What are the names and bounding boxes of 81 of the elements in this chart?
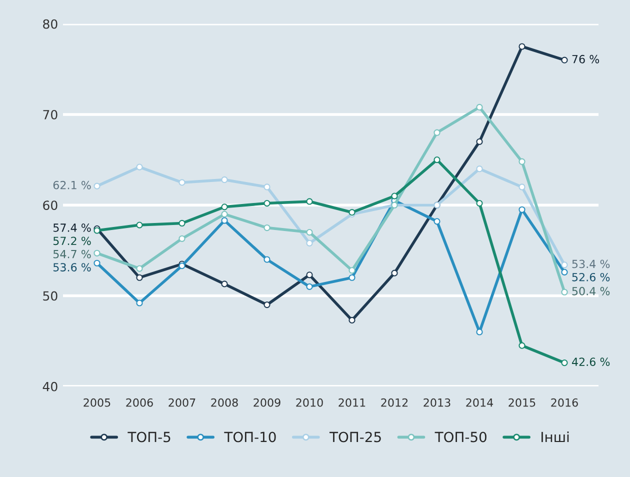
x-tick-label: 2014 [466,398,494,407]
point [476,166,483,172]
point [221,210,228,218]
point [348,274,356,281]
point [306,283,313,290]
point [178,220,186,227]
x-tick-label: 2008 [211,398,238,407]
point [94,250,100,256]
legend-label: Інші [542,431,569,442]
point [136,164,143,170]
data-label: 53.6 % [53,263,91,272]
point [264,302,270,308]
point [306,272,313,278]
x-tick-label: 2013 [424,398,450,407]
data-label: 52.6 % [572,272,610,282]
legend-label: ТОП-50 [434,432,486,442]
data-label: 54.7 % [53,250,91,258]
y-tick-label: 40 [42,382,58,392]
x-tick-label: 2009 [254,398,280,407]
data-label: 42.6 % [572,358,610,366]
point [221,280,228,288]
y-tick-label: 70 [43,110,58,120]
data-label: 76 % [572,54,600,64]
point [348,267,356,274]
point [348,316,356,324]
y-tick-label: 80 [43,19,58,29]
point [221,176,228,184]
legend-label: ТОП-10 [224,432,276,442]
point [221,217,228,224]
x-tick-label: 2006 [126,398,153,407]
point [518,342,526,349]
x-tick-label: 2012 [381,398,408,407]
point [561,288,568,296]
point [561,268,568,276]
data-label: 57.4 % [53,223,91,232]
x-tick-label: 2005 [84,398,110,407]
point [518,158,526,165]
y-tick-label: 60 [43,200,58,210]
y-tick-label: 50 [43,291,58,301]
point [264,224,270,232]
point [94,182,100,190]
point [561,360,568,366]
point [476,200,483,207]
point [434,218,440,225]
point [434,129,440,136]
point [221,204,228,210]
x-tick-label: 2010 [296,398,323,407]
legend-label: ТОП-25 [329,432,381,442]
data-label: 57.2 % [53,236,91,246]
legend-label: ТОП-5 [128,432,170,442]
data-label: 50.4 % [572,286,610,296]
x-tick-label: 2015 [508,398,536,407]
point [264,184,270,190]
data-label: 62.1 % [53,180,91,190]
point [178,235,186,242]
point [518,43,526,50]
point [518,184,526,190]
point [306,198,313,205]
point [391,270,398,276]
point [561,56,568,64]
point [306,229,313,236]
x-tick-label: 2011 [338,398,366,407]
point [476,138,483,145]
point [391,192,398,200]
point [434,156,440,164]
point [136,265,143,272]
x-tick-label: 2007 [168,398,196,407]
point [136,300,143,306]
point [136,222,143,228]
data-label: 53.4 % [572,260,610,268]
point [264,200,270,207]
point [476,104,483,111]
point [561,262,568,268]
x-tick-label: 2016 [551,398,578,407]
point [264,256,270,263]
point [178,179,186,186]
point [306,240,313,246]
point [518,206,526,213]
point [136,274,143,281]
point [476,328,483,336]
point [94,260,100,266]
